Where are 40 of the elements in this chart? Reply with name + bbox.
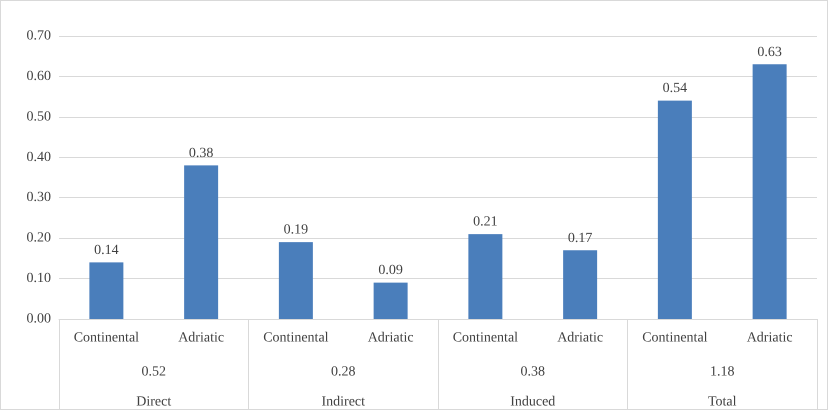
x-tick-label: Continental bbox=[74, 330, 140, 346]
text: 0.52 bbox=[142, 364, 166, 380]
x-tick-label: Adriatic bbox=[746, 330, 793, 346]
y-tick-label: 0.40 bbox=[26, 150, 51, 165]
data-label: 0.14 bbox=[94, 242, 119, 258]
text: Direct bbox=[136, 394, 172, 410]
bar bbox=[468, 234, 502, 319]
bar bbox=[278, 242, 313, 319]
x-tick-label: Adriatic bbox=[557, 330, 604, 346]
y-tick-label: 0.60 bbox=[26, 68, 51, 84]
data-label: 0.63 bbox=[757, 44, 782, 60]
x-tick-label: Continental bbox=[263, 330, 329, 346]
data-label: 0.09 bbox=[378, 263, 403, 278]
y-tick-label: 0.30 bbox=[26, 190, 51, 206]
text: 0.28 bbox=[331, 364, 356, 380]
text: 0.38 bbox=[520, 364, 545, 380]
bar bbox=[752, 64, 787, 319]
y-tick-label: 0.20 bbox=[26, 230, 51, 246]
x-tick-label: Adriatic bbox=[368, 330, 414, 346]
text: Total bbox=[708, 394, 737, 410]
bar bbox=[374, 282, 408, 319]
bar bbox=[563, 250, 598, 319]
data-label: 0.38 bbox=[188, 146, 214, 161]
bar bbox=[184, 165, 218, 319]
text: 1.18 bbox=[710, 364, 734, 380]
y-tick-label: 0.10 bbox=[26, 271, 51, 286]
y-tick-label: 0.00 bbox=[26, 312, 51, 326]
x-tick-label: Continental bbox=[452, 330, 518, 346]
data-label: 0.19 bbox=[284, 222, 308, 238]
bar bbox=[89, 262, 124, 319]
data-label: 0.54 bbox=[662, 81, 688, 96]
bar bbox=[658, 100, 692, 319]
y-tick-label: 0.70 bbox=[26, 28, 51, 44]
text: Induced bbox=[510, 394, 556, 410]
text: Indirect bbox=[321, 394, 366, 410]
x-tick-label: Adriatic bbox=[178, 330, 224, 346]
y-tick-label: 0.50 bbox=[26, 109, 51, 124]
x-tick-label: Continental bbox=[642, 330, 708, 346]
data-label: 0.17 bbox=[568, 230, 592, 246]
data-label: 0.21 bbox=[473, 214, 498, 230]
